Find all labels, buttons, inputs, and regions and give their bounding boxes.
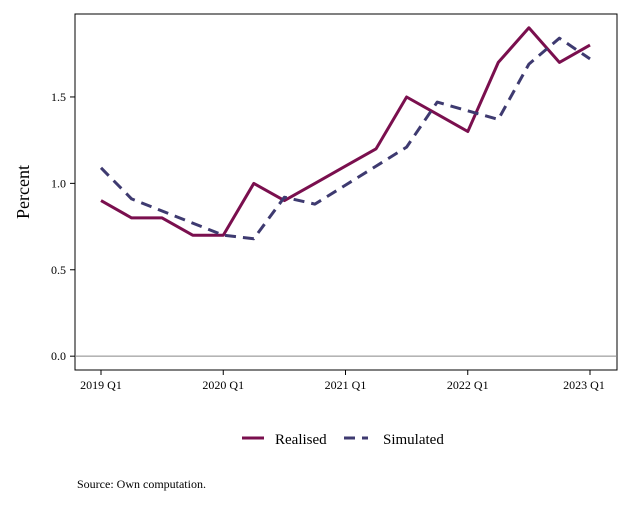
series-line-realised — [100, 26, 591, 237]
y-tick-label: 1.0 — [51, 176, 66, 190]
legend-label-simulated: Simulated — [383, 432, 444, 448]
series-layer — [99, 26, 591, 241]
y-tick-label: 0.0 — [51, 349, 66, 363]
x-tick-label: 2023 Q1 — [563, 378, 605, 392]
y-axis: 0.0 0.5 1.0 1.5 — [51, 90, 75, 363]
x-tick-label: 2022 Q1 — [447, 378, 489, 392]
series-line-simulated — [99, 36, 591, 241]
y-tick-label: 1.5 — [51, 90, 66, 104]
legend-label-realised: Realised — [275, 432, 327, 448]
source-note: Source: Own computation. — [77, 477, 206, 491]
plot-panel — [74, 13, 618, 371]
x-axis: 2019 Q1 2020 Q1 2021 Q1 2022 Q1 2023 Q1 — [80, 370, 605, 392]
legend: Realised Simulated — [242, 432, 444, 448]
x-tick-label: 2020 Q1 — [202, 378, 244, 392]
x-tick-label: 2019 Q1 — [80, 378, 122, 392]
x-tick-label: 2021 Q1 — [325, 378, 367, 392]
y-tick-label: 0.5 — [51, 263, 66, 277]
y-axis-title: Percent — [13, 165, 33, 219]
